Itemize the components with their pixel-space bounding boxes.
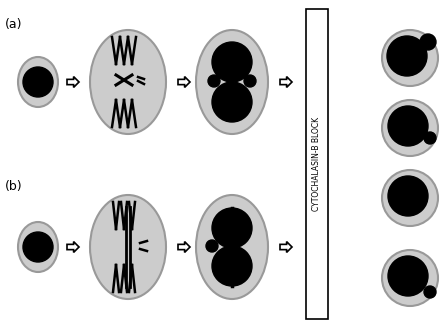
Circle shape — [387, 36, 427, 76]
Text: (b): (b) — [5, 180, 23, 193]
Ellipse shape — [382, 100, 438, 156]
Polygon shape — [280, 77, 292, 87]
Ellipse shape — [382, 30, 438, 86]
Circle shape — [388, 106, 428, 146]
Bar — [306, 9, 328, 318]
Circle shape — [23, 232, 53, 262]
Ellipse shape — [90, 195, 166, 299]
Circle shape — [23, 67, 53, 97]
Ellipse shape — [196, 195, 268, 299]
Ellipse shape — [382, 170, 438, 226]
Circle shape — [212, 82, 252, 122]
Circle shape — [244, 75, 256, 87]
Polygon shape — [178, 242, 190, 252]
Ellipse shape — [18, 57, 58, 107]
Ellipse shape — [90, 30, 166, 134]
Circle shape — [388, 256, 428, 296]
Polygon shape — [280, 242, 292, 252]
Circle shape — [424, 286, 436, 298]
Circle shape — [424, 132, 436, 144]
Circle shape — [212, 246, 252, 286]
Polygon shape — [67, 242, 79, 252]
Circle shape — [208, 75, 220, 87]
Ellipse shape — [382, 250, 438, 306]
Ellipse shape — [18, 222, 58, 272]
Circle shape — [212, 42, 252, 82]
Polygon shape — [67, 77, 79, 87]
Circle shape — [388, 176, 428, 216]
Polygon shape — [178, 77, 190, 87]
Text: CYTOCHALASIN-B BLOCK: CYTOCHALASIN-B BLOCK — [312, 116, 322, 211]
Circle shape — [420, 34, 436, 50]
Circle shape — [212, 208, 252, 248]
Ellipse shape — [196, 30, 268, 134]
Text: (a): (a) — [5, 18, 23, 31]
Circle shape — [206, 240, 218, 252]
